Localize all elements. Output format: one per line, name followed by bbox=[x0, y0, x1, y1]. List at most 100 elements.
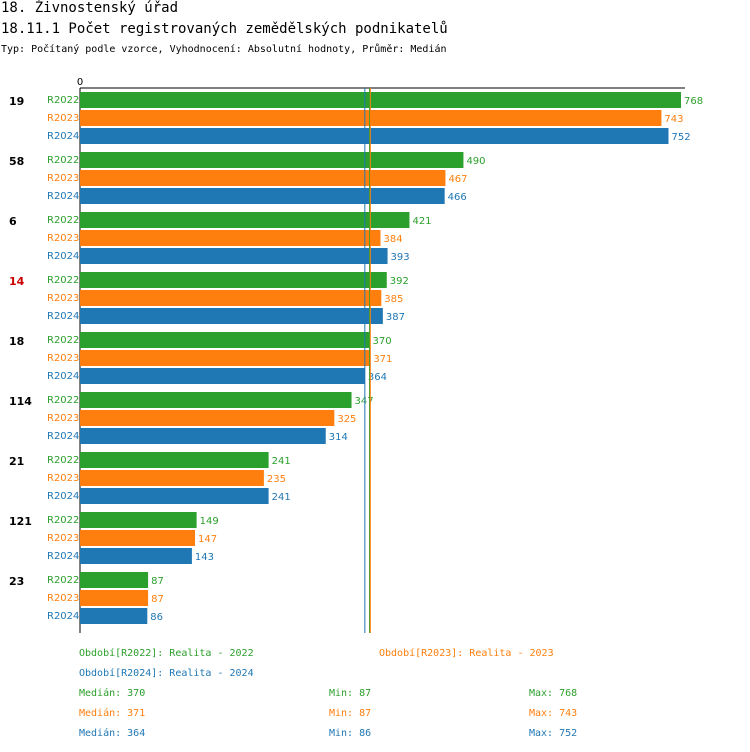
legend-period-r2024: Období[R2024]: Realita - 2024 bbox=[79, 668, 254, 679]
series-label: R2023 bbox=[47, 353, 79, 364]
group-label: 14 bbox=[9, 275, 25, 288]
series-label: R2023 bbox=[47, 473, 79, 484]
max-r2024: Max: 752 bbox=[529, 728, 578, 739]
bar-value-label: 364 bbox=[368, 372, 387, 383]
series-label: R2022 bbox=[47, 275, 79, 286]
bar bbox=[80, 452, 269, 468]
min-r2024: Min: 86 bbox=[329, 728, 372, 739]
bar-value-label: 347 bbox=[355, 396, 374, 407]
bar bbox=[80, 290, 382, 306]
bar-value-label: 149 bbox=[200, 516, 219, 527]
min-r2023: Min: 87 bbox=[329, 708, 372, 719]
series-label: R2023 bbox=[47, 593, 79, 604]
group-label: 121 bbox=[9, 515, 32, 528]
legend-period-r2023: Období[R2023]: Realita - 2023 bbox=[379, 648, 554, 659]
bar bbox=[80, 392, 352, 408]
max-r2023: Max: 743 bbox=[529, 708, 578, 719]
min-r2022: Min: 87 bbox=[329, 688, 372, 699]
series-label: R2023 bbox=[47, 113, 79, 124]
series-label: R2023 bbox=[47, 173, 79, 184]
bar-value-label: 393 bbox=[391, 252, 410, 263]
bar bbox=[80, 212, 410, 228]
bar-value-label: 371 bbox=[373, 354, 392, 365]
group-label: 23 bbox=[9, 575, 24, 588]
median-r2024: Medián: 364 bbox=[79, 728, 146, 739]
series-label: R2024 bbox=[47, 311, 79, 322]
bar bbox=[80, 170, 446, 186]
chart-type-line: Typ: Počítaný podle vzorce, Vyhodnocení:… bbox=[1, 44, 447, 55]
bar bbox=[80, 350, 371, 366]
bar-value-label: 370 bbox=[373, 336, 392, 347]
bar-value-label: 87 bbox=[151, 576, 164, 587]
bar-value-label: 421 bbox=[412, 216, 431, 227]
bar bbox=[80, 530, 196, 546]
bar bbox=[80, 230, 381, 246]
group-label: 6 bbox=[9, 215, 17, 228]
series-label: R2024 bbox=[47, 251, 79, 262]
bar-value-label: 467 bbox=[448, 174, 467, 185]
series-label: R2024 bbox=[47, 611, 79, 622]
group-label: 19 bbox=[9, 95, 24, 108]
group-label: 21 bbox=[9, 455, 24, 468]
median-r2023: Medián: 371 bbox=[79, 708, 146, 719]
bar bbox=[80, 488, 269, 504]
bar-value-label: 752 bbox=[671, 132, 690, 143]
series-label: R2022 bbox=[47, 95, 79, 106]
bar-chart: 0 19 R2022 768 R2023 743 R2024 752 58 R2022 490 R20… bbox=[9, 77, 703, 633]
legend-period-r2022: Období[R2022]: Realita - 2022 bbox=[79, 648, 254, 659]
series-label: R2022 bbox=[47, 575, 79, 586]
series-label: R2024 bbox=[47, 431, 79, 442]
bar bbox=[80, 92, 681, 108]
section-title: 18. Živnostenský úřad bbox=[1, 0, 179, 16]
bar-value-label: 87 bbox=[151, 594, 164, 605]
x-tick-label: 0 bbox=[77, 77, 83, 88]
bar-value-label: 86 bbox=[150, 612, 163, 623]
bar-value-label: 387 bbox=[386, 312, 405, 323]
series-label: R2023 bbox=[47, 533, 79, 544]
max-r2022: Max: 768 bbox=[529, 688, 578, 699]
bar bbox=[80, 410, 335, 426]
bar-value-label: 241 bbox=[272, 492, 291, 503]
bar bbox=[80, 152, 464, 168]
bar bbox=[80, 248, 388, 264]
bar-value-label: 466 bbox=[448, 192, 467, 203]
bar bbox=[80, 512, 197, 528]
bar-value-label: 490 bbox=[466, 156, 485, 167]
bar bbox=[80, 128, 669, 144]
bar bbox=[80, 332, 370, 348]
bar-value-label: 143 bbox=[195, 552, 214, 563]
series-label: R2024 bbox=[47, 371, 79, 382]
bar bbox=[80, 608, 148, 624]
bar bbox=[80, 308, 383, 324]
series-label: R2022 bbox=[47, 455, 79, 466]
series-label: R2022 bbox=[47, 215, 79, 226]
series-label: R2022 bbox=[47, 155, 79, 166]
group-label: 18 bbox=[9, 335, 24, 348]
bar-value-label: 768 bbox=[684, 96, 703, 107]
series-label: R2024 bbox=[47, 551, 79, 562]
bar-value-label: 314 bbox=[329, 432, 348, 443]
series-label: R2022 bbox=[47, 395, 79, 406]
chart-title: 18.11.1 Počet registrovaných zemědělskýc… bbox=[1, 21, 448, 37]
bar-value-label: 743 bbox=[664, 114, 683, 125]
series-label: R2023 bbox=[47, 413, 79, 424]
bar-value-label: 384 bbox=[384, 234, 403, 245]
bar-value-label: 325 bbox=[337, 414, 356, 425]
bar-value-label: 385 bbox=[384, 294, 403, 305]
series-label: R2024 bbox=[47, 131, 79, 142]
bar bbox=[80, 590, 149, 606]
median-r2022: Medián: 370 bbox=[79, 688, 146, 699]
group-label: 58 bbox=[9, 155, 24, 168]
bar bbox=[80, 272, 387, 288]
bar-value-label: 147 bbox=[198, 534, 217, 545]
series-label: R2024 bbox=[47, 491, 79, 502]
bar bbox=[80, 572, 149, 588]
bar-value-label: 241 bbox=[272, 456, 291, 467]
bar bbox=[80, 548, 192, 564]
series-label: R2024 bbox=[47, 191, 79, 202]
bar bbox=[80, 188, 445, 204]
bar bbox=[80, 428, 326, 444]
bar bbox=[80, 470, 264, 486]
group-label: 114 bbox=[9, 395, 32, 408]
series-label: R2023 bbox=[47, 233, 79, 244]
